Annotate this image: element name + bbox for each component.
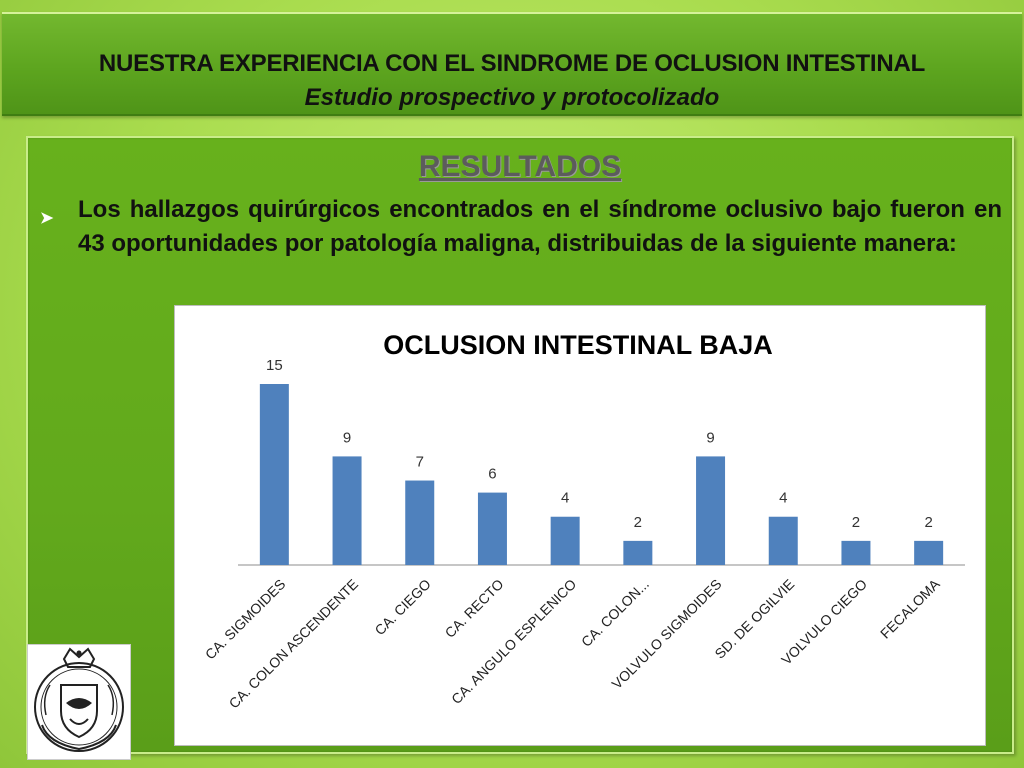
section-heading: RESULTADOS bbox=[418, 150, 622, 183]
slide-title: NUESTRA EXPERIENCIA CON EL SINDROME DE O… bbox=[98, 50, 926, 77]
bar bbox=[768, 516, 798, 565]
slide-subtitle: Estudio prospectivo y protocolizado bbox=[304, 84, 720, 111]
bar-chart: OCLUSION INTESTINAL BAJA 15 9 7 6 4 2 9 4 2 2 CA.… bbox=[174, 305, 986, 746]
data-labels-group: 15 9 7 6 4 2 9 4 2 2 bbox=[266, 357, 933, 531]
category-label: CA. RECTO bbox=[442, 576, 507, 641]
data-label: 2 bbox=[634, 514, 642, 531]
chart-title: OCLUSION INTESTINAL BAJA bbox=[383, 330, 773, 360]
arrow-bullet-icon: ➤ bbox=[40, 210, 54, 227]
bar bbox=[696, 456, 726, 565]
university-crest-logo bbox=[27, 644, 131, 760]
bar bbox=[550, 516, 580, 565]
bullet-text: Los hallazgos quirúrgicos encontrados en… bbox=[78, 196, 1002, 257]
bars-group bbox=[259, 384, 944, 565]
category-label: FECALOMA bbox=[877, 575, 943, 641]
data-label: 4 bbox=[561, 490, 569, 507]
bar bbox=[259, 384, 289, 565]
data-label: 7 bbox=[416, 454, 424, 471]
slide-header: NUESTRA EXPERIENCIA CON EL SINDROME DE O… bbox=[2, 12, 1022, 116]
data-label: 2 bbox=[924, 514, 932, 531]
category-label: CA. ANGULO ESPLENICO bbox=[448, 576, 579, 707]
data-label: 15 bbox=[266, 357, 283, 374]
category-label: CA. CIEGO bbox=[371, 576, 434, 639]
university-crest-icon bbox=[34, 647, 124, 752]
bar bbox=[623, 540, 653, 565]
bar bbox=[405, 480, 435, 565]
chart-canvas: OCLUSION INTESTINAL BAJA 15 9 7 6 4 2 9 4 2 2 CA.… bbox=[202, 330, 965, 711]
data-label: 9 bbox=[343, 429, 351, 446]
data-label: 6 bbox=[488, 466, 496, 483]
bar bbox=[332, 456, 362, 565]
category-label: CA. COLON... bbox=[578, 576, 652, 650]
bar bbox=[841, 540, 871, 565]
data-label: 2 bbox=[852, 514, 860, 531]
data-label: 4 bbox=[779, 490, 787, 507]
bar bbox=[914, 540, 944, 565]
category-label: CA. COLON ASCENDENTE bbox=[226, 576, 362, 712]
data-label: 9 bbox=[706, 429, 714, 446]
bar bbox=[477, 492, 507, 565]
